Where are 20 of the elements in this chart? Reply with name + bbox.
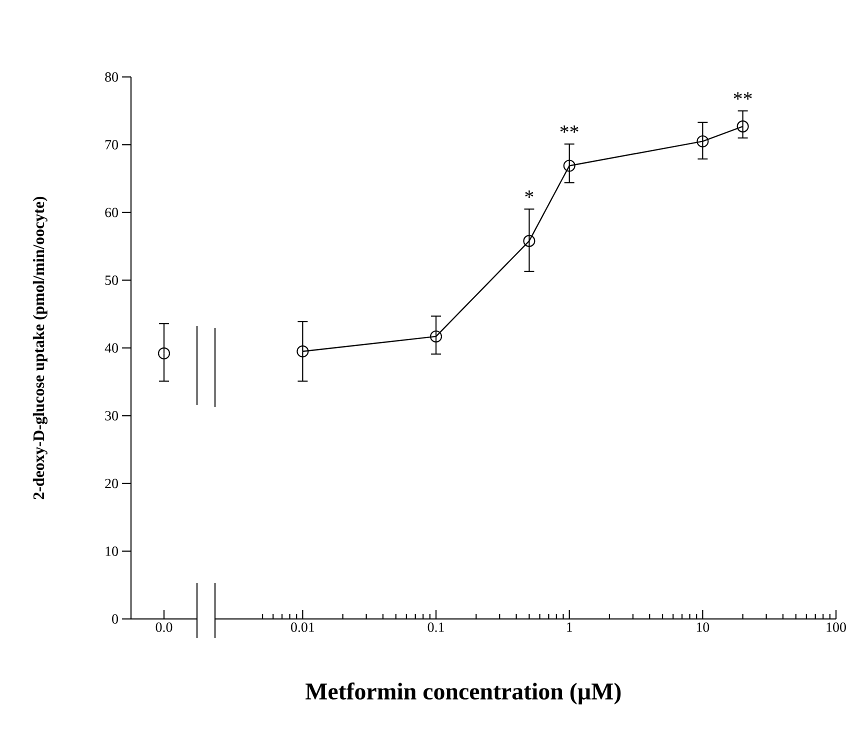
y-tick-label: 60 [105,208,118,218]
x-tick-label: 1 [567,622,572,632]
x-tick-label: 0.01 [291,622,314,632]
y-tick-label: 40 [104,343,118,353]
y-tick-label: 70 [105,140,118,150]
annotation: * [525,190,534,198]
y-tick-label: 0 [112,614,118,624]
x-tick-label: 100 [826,622,846,632]
y-tick-label: 30 [105,411,118,420]
annotation: ** [560,126,578,133]
y-tick-label: 80 [105,72,118,82]
x-tick-label: 0.0 [156,622,172,632]
y-axis-title: 2-deoxy-D-glucose uptake (pmol/min/oocyte) [32,196,48,500]
x-tick-label: 10 [696,622,710,632]
y-tick-label: 20 [105,478,118,488]
y-tick-label: 10 [106,546,118,556]
x-tick-label: 0.1 [428,622,444,632]
x-axis-title: Metformin concentration (µM) [306,682,621,704]
annotation: ** [734,92,752,100]
y-tick-label: 50 [105,276,118,285]
